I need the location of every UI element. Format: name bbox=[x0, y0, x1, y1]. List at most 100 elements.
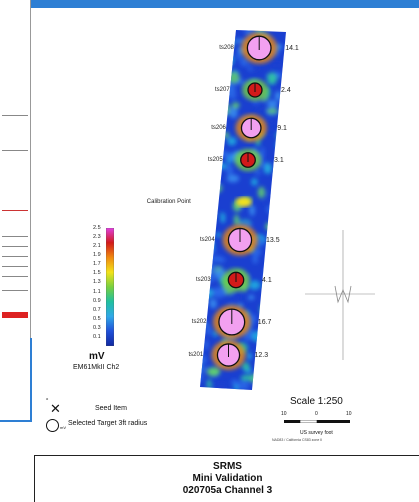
noise-blob bbox=[236, 51, 242, 60]
noise-blob bbox=[205, 221, 215, 228]
noise-blob bbox=[209, 246, 216, 254]
noise-blob bbox=[244, 30, 252, 36]
title-line-3: 020705a Channel 3 bbox=[182, 485, 273, 496]
doc-line bbox=[2, 256, 28, 257]
noise-blob bbox=[257, 186, 266, 199]
noise-blob bbox=[231, 379, 238, 386]
noise-blob bbox=[204, 339, 209, 351]
seed-item-label: Seed Item bbox=[95, 405, 127, 412]
noise-blob bbox=[201, 243, 212, 249]
target-value: 2.4 bbox=[281, 87, 291, 94]
noise-blob bbox=[236, 380, 250, 390]
noise-blob bbox=[209, 367, 221, 376]
noise-blob bbox=[264, 162, 272, 174]
noise-blob bbox=[214, 176, 224, 186]
north-arrow-icon bbox=[305, 230, 375, 360]
noise-blob bbox=[260, 146, 265, 159]
title-line-2: Mini Validation bbox=[192, 473, 263, 484]
selected-target-label: Selected Target 3ft radius bbox=[68, 420, 148, 427]
noise-blob bbox=[226, 174, 240, 183]
doc-line bbox=[2, 246, 28, 247]
scale-title: Scale 1:250 bbox=[290, 396, 343, 407]
color-scale-bar bbox=[106, 228, 114, 346]
noise-blob bbox=[225, 164, 234, 176]
noise-blob bbox=[240, 374, 254, 381]
noise-blob bbox=[229, 107, 238, 119]
target-value: 12.3 bbox=[254, 352, 269, 359]
noise-blob bbox=[208, 203, 216, 212]
noise-blob bbox=[266, 205, 277, 214]
legend-unit: mV bbox=[89, 351, 105, 362]
noise-blob bbox=[189, 378, 194, 387]
doc-line bbox=[2, 266, 28, 267]
noise-blob bbox=[251, 178, 258, 186]
noise-blob bbox=[252, 254, 259, 265]
noise-blob bbox=[248, 280, 261, 290]
noise-blob bbox=[270, 163, 281, 175]
noise-blob bbox=[241, 300, 248, 307]
legend-tick-label: 2.1 bbox=[93, 243, 101, 250]
target-label: ts206 bbox=[211, 125, 226, 131]
noise-blob bbox=[212, 287, 226, 295]
noise-blob bbox=[266, 72, 277, 85]
legend-tick-label: 1.9 bbox=[93, 252, 101, 259]
target-value: 3.1 bbox=[274, 157, 284, 164]
noise-blob bbox=[231, 102, 240, 109]
noise-blob bbox=[208, 184, 223, 193]
legend-tick-label: 1.7 bbox=[93, 261, 101, 268]
seed-symbol-marker: o bbox=[46, 396, 49, 401]
noise-blob bbox=[259, 100, 265, 107]
scale-units: US survey foot bbox=[300, 430, 333, 436]
noise-blob bbox=[223, 152, 231, 161]
noise-blob bbox=[205, 325, 212, 336]
target-label: ts201 bbox=[188, 352, 204, 358]
legend-tick-label: 0.9 bbox=[93, 297, 101, 304]
noise-blob bbox=[214, 163, 224, 170]
doc-line bbox=[2, 290, 28, 291]
target-label: ts207 bbox=[215, 87, 230, 93]
noise-blob bbox=[274, 209, 279, 218]
noise-blob bbox=[247, 352, 252, 361]
noise-blob bbox=[213, 330, 218, 338]
noise-blob bbox=[223, 131, 230, 139]
legend-tick-label: 2.3 bbox=[93, 234, 101, 241]
noise-blob bbox=[205, 203, 216, 213]
noise-blob bbox=[248, 294, 255, 300]
noise-blob bbox=[202, 263, 217, 275]
target-value: 14.1 bbox=[285, 45, 299, 52]
top-blue-bar bbox=[30, 0, 419, 8]
noise-blob bbox=[220, 212, 226, 224]
target-value: 13.5 bbox=[266, 237, 280, 244]
noise-blob bbox=[222, 57, 231, 68]
target-value: 9.1 bbox=[277, 125, 287, 132]
noise-blob bbox=[206, 207, 220, 217]
noise-blob bbox=[206, 378, 212, 390]
legend-tick-label: 0.5 bbox=[93, 315, 101, 322]
target-circle-icon bbox=[46, 419, 59, 432]
target-symbol-unit: mV bbox=[60, 425, 66, 430]
target-value: 4.1 bbox=[262, 277, 272, 284]
target-label: ts203 bbox=[196, 277, 211, 283]
noise-blob bbox=[271, 215, 279, 221]
noise-blob bbox=[270, 62, 284, 70]
legend-tick-label: 1.3 bbox=[93, 279, 101, 286]
noise-blob bbox=[249, 204, 255, 217]
noise-blob bbox=[189, 387, 193, 390]
noise-blob bbox=[206, 198, 213, 209]
noise-blob bbox=[216, 72, 229, 77]
left-cropped-document bbox=[0, 0, 31, 340]
doc-line bbox=[2, 150, 28, 151]
noise-blob bbox=[229, 88, 237, 100]
seed-x-icon: ✕ bbox=[50, 401, 61, 416]
doc-red-block bbox=[2, 312, 28, 318]
noise-blob bbox=[205, 212, 214, 218]
noise-blob bbox=[216, 232, 221, 238]
legend-tick-label: 1.1 bbox=[93, 288, 101, 295]
scale-tick-mid: 0 bbox=[315, 411, 318, 417]
noise-blob bbox=[265, 222, 272, 231]
noise-blob bbox=[265, 130, 276, 135]
scale-tick-left: 10 bbox=[281, 411, 287, 417]
title-line-1: SRMS bbox=[213, 461, 242, 472]
noise-blob bbox=[248, 338, 257, 350]
noise-blob bbox=[276, 132, 286, 138]
